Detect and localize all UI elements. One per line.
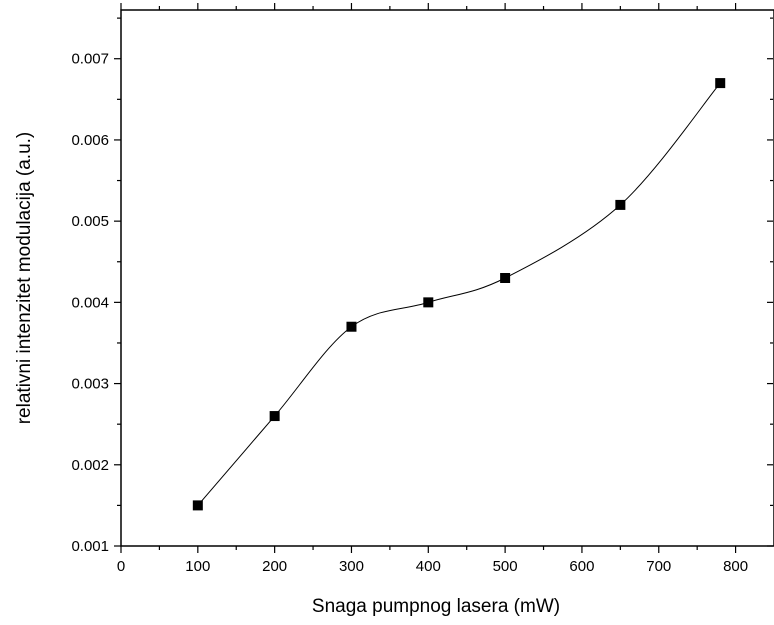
data-point bbox=[423, 297, 434, 308]
data-point bbox=[192, 500, 203, 511]
plot-frame bbox=[120, 9, 774, 547]
y-tick-label: 0.002 bbox=[71, 457, 109, 474]
x-tick-label: 800 bbox=[723, 558, 748, 575]
x-tick-label: 400 bbox=[416, 558, 441, 575]
x-tick-label: 0 bbox=[117, 558, 125, 575]
ticks bbox=[114, 3, 773, 553]
data-point bbox=[269, 411, 280, 422]
x-tick-label: 100 bbox=[185, 558, 210, 575]
y-tick-label: 0.001 bbox=[71, 538, 109, 555]
x-tick-label: 700 bbox=[646, 558, 671, 575]
tick-labels: 0 100 200 300 400 500 600 700 800 0.001 0.002 0.003… bbox=[71, 51, 748, 575]
x-axis-title: Snaga pumpnog lasera (mW) bbox=[312, 596, 560, 617]
y-tick-label: 0.006 bbox=[71, 132, 109, 149]
data-point bbox=[715, 78, 726, 89]
x-tick-label: 300 bbox=[339, 558, 364, 575]
x-tick-label: 500 bbox=[493, 558, 518, 575]
data-points bbox=[192, 78, 726, 511]
data-point bbox=[346, 321, 357, 332]
y-tick-label: 0.005 bbox=[71, 213, 109, 230]
y-tick-label: 0.007 bbox=[71, 51, 109, 68]
data-point bbox=[500, 273, 511, 283]
data-point bbox=[615, 199, 626, 210]
y-axis-title: relativni intenzitet modulacija (a.u.) bbox=[14, 132, 35, 425]
series-curve bbox=[197, 82, 721, 506]
x-tick-label: 200 bbox=[262, 558, 287, 575]
y-tick-label: 0.004 bbox=[71, 294, 109, 311]
x-tick-label: 600 bbox=[569, 558, 594, 575]
y-tick-label: 0.003 bbox=[71, 376, 109, 393]
